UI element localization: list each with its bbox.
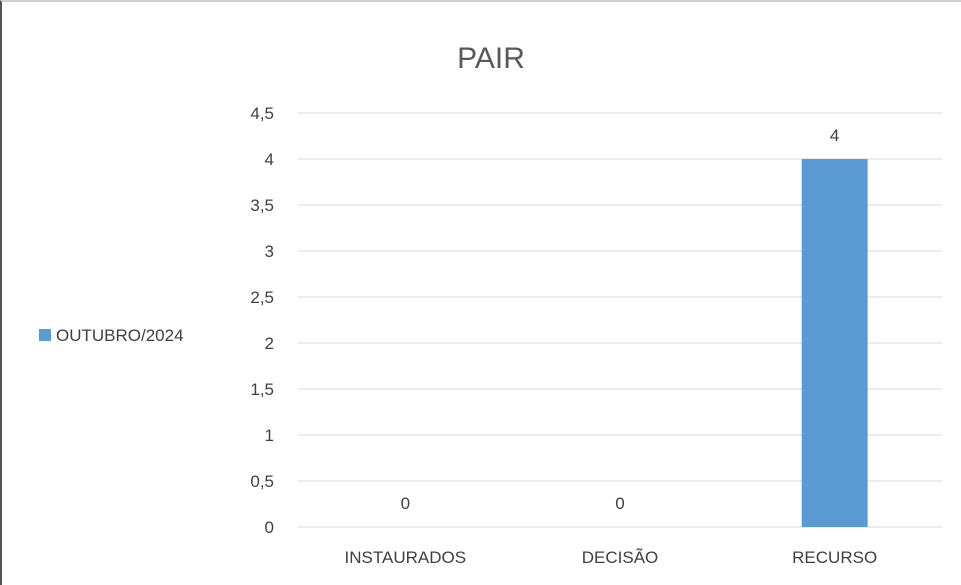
legend-swatch (39, 329, 51, 341)
x-category-label: INSTAURADOS (345, 548, 467, 567)
x-category-label: RECURSO (792, 548, 877, 567)
y-tick-label: 3,5 (250, 196, 274, 215)
x-category-label: DECISÃO (582, 548, 659, 567)
data-label: 0 (615, 494, 624, 513)
bars (801, 159, 868, 527)
chart-title: PAIR (457, 42, 525, 75)
x-axis-categories: INSTAURADOS DECISÃO RECURSO (345, 548, 878, 567)
y-tick-label: 0,5 (250, 472, 274, 491)
y-axis-ticks: 0 0,5 1 1,5 2 2,5 3 3,5 4 4,5 (250, 104, 274, 537)
y-tick-label: 2 (265, 334, 274, 353)
y-tick-label: 1 (265, 426, 274, 445)
data-label: 4 (830, 126, 839, 145)
legend-label: OUTUBRO/2024 (56, 326, 184, 345)
bar (801, 159, 868, 527)
legend: OUTUBRO/2024 (39, 326, 184, 345)
y-tick-label: 0 (265, 518, 274, 537)
y-tick-label: 4,5 (250, 104, 274, 123)
y-tick-label: 3 (265, 242, 274, 261)
y-tick-label: 2,5 (250, 288, 274, 307)
data-label: 0 (401, 494, 410, 513)
y-tick-label: 4 (265, 150, 274, 169)
data-labels: 0 0 4 (401, 126, 840, 513)
y-tick-label: 1,5 (250, 380, 274, 399)
